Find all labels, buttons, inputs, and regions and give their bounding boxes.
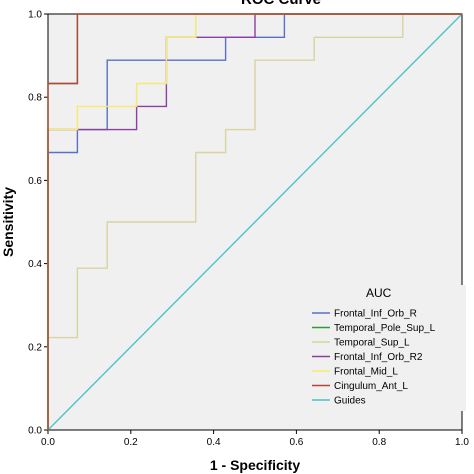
legend-label-temporal-pole-sup-l: Temporal_Pole_Sup_L (334, 323, 436, 334)
y-tick-label: 0.8 (28, 93, 42, 104)
axis-ticks: 0.0 0.2 0.4 0.6 0.8 1.0 0.0 0.2 0.4 0.6 0.8 1.0 (28, 10, 469, 449)
legend-box (306, 285, 466, 411)
y-tick-label: 0.6 (28, 176, 42, 187)
legend-label-frontal-inf-orb-r2: Frontal_Inf_Orb_R2 (334, 352, 423, 363)
roc-lines (47, 13, 463, 431)
x-tick-label: 0.8 (372, 437, 386, 448)
x-tick-label: 1.0 (455, 437, 469, 448)
legend-items: Frontal_Inf_Orb_R Temporal_Pole_Sup_L Temp… (312, 309, 436, 407)
x-tick-label: 0.0 (41, 437, 55, 448)
x-tick-label: 0.2 (124, 437, 138, 448)
series-line-frontal-mid-l (47, 13, 462, 430)
legend-label-temporal-sup-l: Temporal_Sup_L (334, 338, 410, 349)
x-tick-label: 0.4 (207, 437, 221, 448)
x-tick-label: 0.6 (289, 437, 303, 448)
series-line-frontal-inf-orb-r (47, 13, 462, 430)
series-line-temporal-sup-l (47, 13, 462, 430)
y-tick-label: 0.4 (28, 259, 42, 270)
legend-title: AUC (366, 286, 392, 300)
series-line-guides (47, 13, 463, 431)
series-line-cingulum-ant-l (47, 13, 462, 430)
y-tick-label: 0.0 (28, 426, 42, 437)
x-axis-title: 1 - Specificity (210, 457, 300, 473)
legend-label-cingulum-ant-l: Cingulum_Ant_L (334, 381, 408, 392)
legend-label-frontal-inf-orb-r: Frontal_Inf_Orb_R (334, 309, 417, 320)
legend-label-guides: Guides (334, 396, 366, 407)
chart-title: ROC Curve (241, 0, 321, 8)
legend-label-frontal-mid-l: Frontal_Mid_L (334, 367, 398, 378)
y-axis-title: Sensitivity (0, 187, 16, 257)
y-tick-label: 1.0 (28, 10, 42, 21)
y-tick-label: 0.2 (28, 342, 42, 353)
legend: AUC Frontal_Inf_Orb_R Temporal_Pole_Sup_L… (306, 285, 466, 411)
